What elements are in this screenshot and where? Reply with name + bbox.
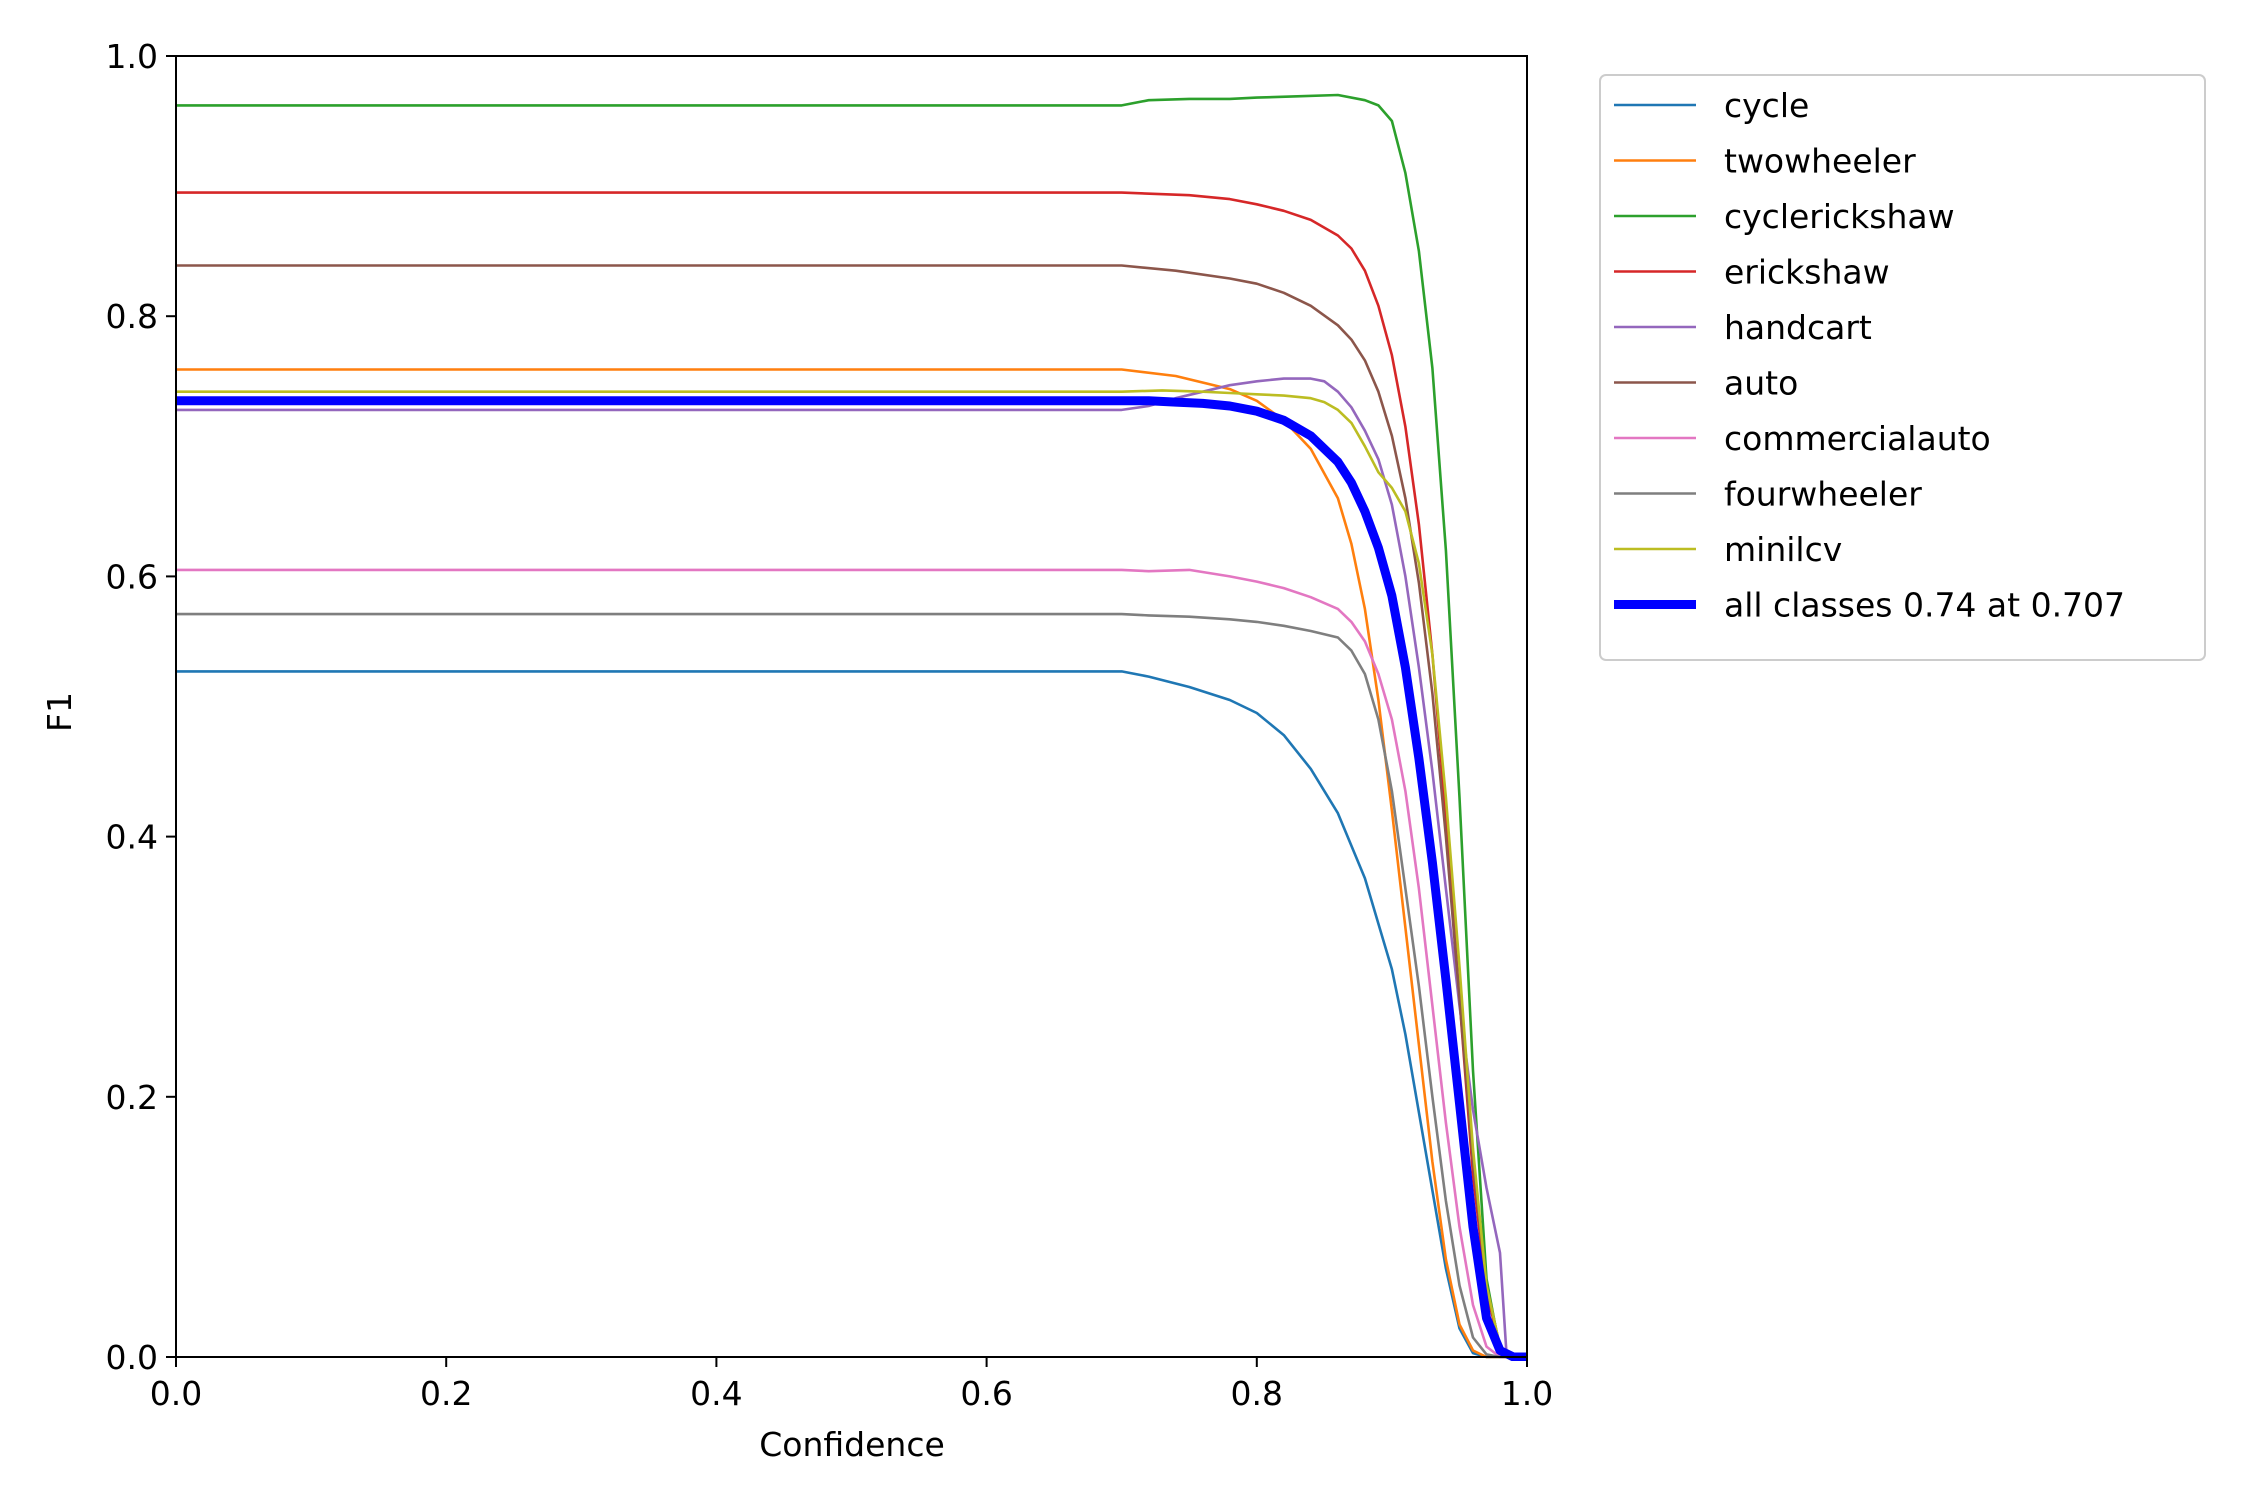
x-tick-label: 0.0 xyxy=(150,1374,202,1413)
x-tick-label: 0.4 xyxy=(690,1374,742,1413)
plot-area xyxy=(176,93,1527,1361)
y-tick-label: 0.8 xyxy=(106,297,158,336)
y-tick-label: 0.2 xyxy=(106,1078,158,1117)
series-line-8 xyxy=(176,389,1527,1359)
legend-label-9: all classes 0.74 at 0.707 xyxy=(1724,586,2125,625)
legend-label-3: erickshaw xyxy=(1724,253,1890,292)
legend-label-5: auto xyxy=(1724,364,1798,403)
y-tick-label: 0.0 xyxy=(106,1338,158,1377)
y-axis-label: F1 xyxy=(40,692,79,732)
series-line-2 xyxy=(176,93,1527,1359)
legend: cycle twowheeler cyclerickshaw erickshaw han… xyxy=(1599,74,2206,661)
y-tick-label: 1.0 xyxy=(106,37,158,76)
y-tick-label: 0.6 xyxy=(106,557,158,596)
legend-label-1: twowheeler xyxy=(1724,142,1916,181)
y-tick-label: 0.4 xyxy=(106,818,158,857)
x-tick-label: 0.8 xyxy=(1231,1374,1283,1413)
series-lines xyxy=(176,93,1527,1361)
x-axis-label: Confidence xyxy=(759,1425,945,1464)
legend-label-6: commercialauto xyxy=(1724,419,1991,458)
legend-label-2: cyclerickshaw xyxy=(1724,197,1955,236)
series-line-6 xyxy=(176,568,1527,1359)
legend-label-0: cycle xyxy=(1724,86,1809,125)
x-tick-label: 1.0 xyxy=(1501,1374,1553,1413)
series-line-7 xyxy=(176,612,1527,1359)
axes-frame xyxy=(175,55,1528,1358)
x-tick-label: 0.2 xyxy=(420,1374,472,1413)
x-tick-label: 0.6 xyxy=(960,1374,1012,1413)
legend-box xyxy=(1599,74,2206,661)
legend-label-8: minilcv xyxy=(1724,530,1842,569)
legend-label-7: fourwheeler xyxy=(1724,475,1922,514)
series-line-0 xyxy=(176,670,1527,1359)
axes: 0.0 0.2 0.4 0.6 0.8 1.0 0.0 0.2 0.4 0.6 0.8 1.0 xyxy=(106,37,1554,1413)
legend-label-4: handcart xyxy=(1724,308,1872,347)
series-line-9 xyxy=(176,396,1527,1361)
